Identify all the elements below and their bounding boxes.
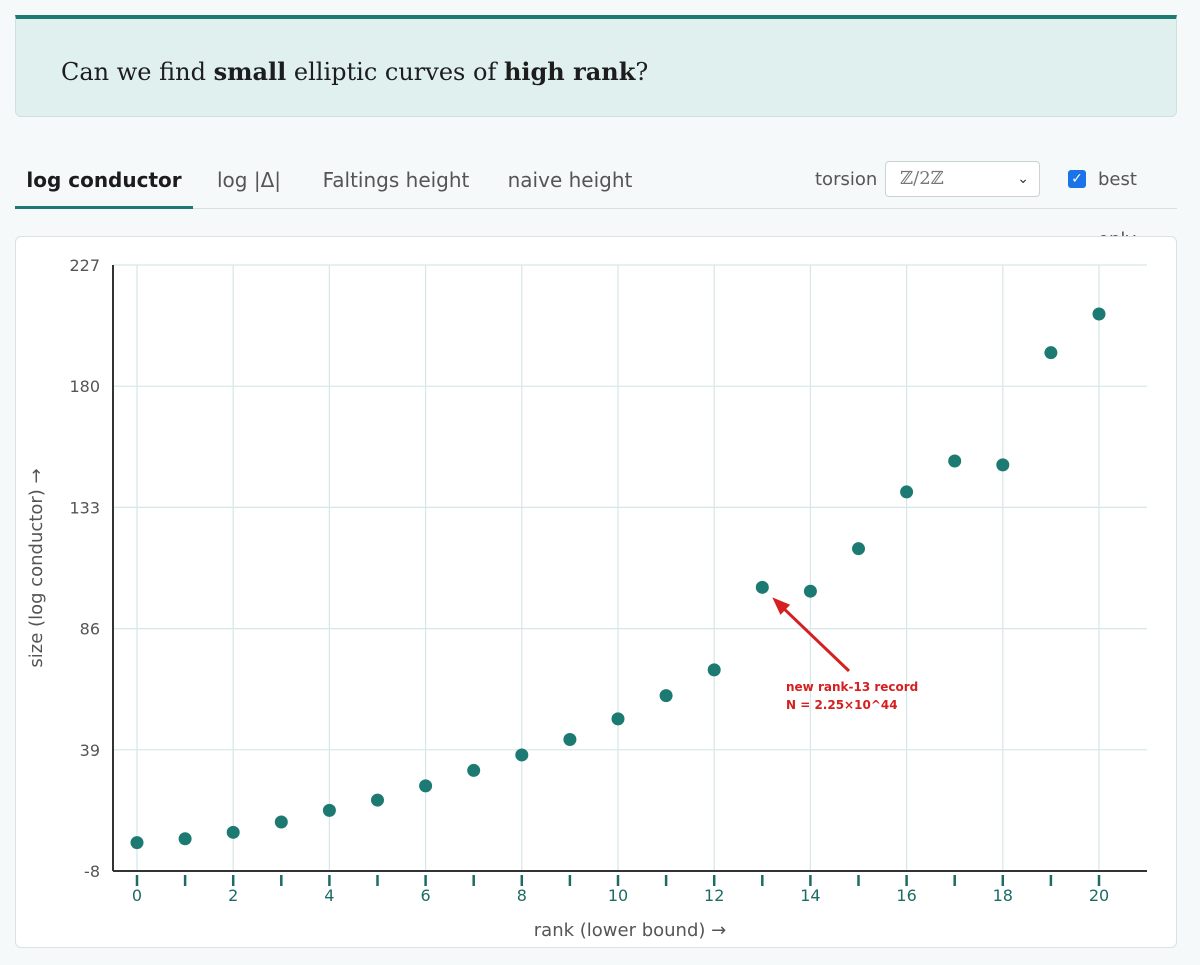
- data-point: [419, 779, 433, 793]
- x-tick-label: 12: [704, 886, 724, 905]
- x-tick-label: 20: [1089, 886, 1109, 905]
- data-point: [515, 748, 529, 762]
- y-tick-label: 86: [80, 620, 100, 639]
- data-point: [611, 712, 625, 726]
- y-tick-label: 180: [69, 377, 100, 396]
- data-point: [996, 458, 1010, 472]
- data-point: [755, 580, 769, 594]
- y-tick-label: -8: [84, 862, 100, 881]
- y-axis-title: size (log conductor) →: [26, 468, 47, 667]
- torsion-label: torsion: [815, 169, 878, 190]
- x-tick-label: 18: [993, 886, 1013, 905]
- annotation-line-1: new rank-13 record: [786, 680, 918, 694]
- data-point: [1092, 307, 1106, 321]
- x-tick-label: 2: [228, 886, 238, 905]
- banner-question: Can we find small elliptic curves of hig…: [61, 57, 649, 86]
- x-tick-label: 6: [421, 886, 431, 905]
- torsion-select[interactable]: ℤ/2ℤ ⌄: [885, 161, 1040, 197]
- metric-tabs: log conductor log |Δ| Faltings height na…: [15, 150, 1177, 250]
- torsion-select-value: ℤ/2ℤ: [900, 168, 944, 189]
- question-banner: Can we find small elliptic curves of hig…: [15, 15, 1177, 117]
- data-point: [322, 803, 336, 817]
- annotation-arrow-head: [772, 597, 791, 615]
- data-point: [803, 584, 817, 598]
- tab-faltings-height[interactable]: Faltings height: [322, 168, 470, 192]
- axes: -8 39 86 133 180 227 0 2 4 6 8 10 12 14 16 18 20 rank (lo…: [26, 256, 1147, 941]
- data-point: [274, 815, 288, 829]
- checkmark-icon: ✓: [1071, 171, 1083, 187]
- data-point: [563, 732, 577, 746]
- data-point: [371, 793, 384, 807]
- x-tick-label: 14: [800, 886, 820, 905]
- chevron-down-icon: ⌄: [1017, 171, 1029, 187]
- data-point: [1044, 346, 1058, 360]
- data-point: [226, 825, 240, 839]
- annotation: new rank-13 record N = 2.25×10^44: [772, 597, 918, 712]
- x-tick-label: 8: [517, 886, 527, 905]
- y-tick-label: 227: [69, 256, 100, 275]
- data-point: [130, 836, 144, 850]
- best-only-checkbox[interactable]: ✓: [1068, 170, 1086, 188]
- tab-log-conductor[interactable]: log conductor: [15, 150, 193, 209]
- y-tick-label: 133: [69, 498, 100, 517]
- x-axis-title: rank (lower bound) →: [534, 920, 726, 941]
- data-point: [852, 542, 865, 556]
- tab-log-discriminant[interactable]: log |Δ|: [216, 168, 281, 192]
- tab-naive-height[interactable]: naive height: [507, 168, 633, 192]
- grid: [113, 264, 1147, 871]
- data-point: [178, 832, 192, 846]
- x-tick-label: 4: [324, 886, 334, 905]
- x-tick-label: 16: [896, 886, 916, 905]
- data-point: [659, 689, 673, 703]
- annotation-line-2: N = 2.25×10^44: [786, 698, 898, 712]
- data-point: [900, 485, 914, 499]
- annotation-arrow-line: [777, 602, 851, 673]
- x-tick-label: 0: [132, 886, 142, 905]
- chart-panel: [15, 236, 1177, 948]
- y-tick-label: 39: [80, 741, 100, 760]
- data-point: [467, 763, 481, 777]
- data-points: [130, 307, 1106, 850]
- data-point: [948, 454, 962, 468]
- x-tick-label: 10: [608, 886, 628, 905]
- data-point: [707, 663, 721, 677]
